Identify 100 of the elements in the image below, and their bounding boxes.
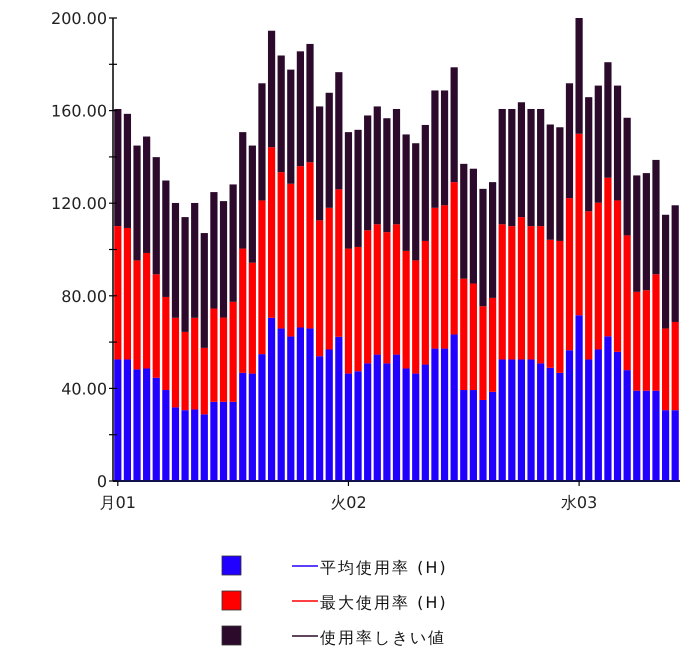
bar	[258, 354, 266, 481]
bar	[326, 350, 333, 481]
bar	[133, 369, 141, 481]
bar	[556, 127, 564, 241]
bar	[383, 118, 390, 232]
bar	[200, 233, 208, 348]
bar	[268, 30, 276, 148]
bar	[152, 378, 160, 481]
y-tick-label: 40.00	[61, 379, 107, 398]
bar	[440, 90, 448, 206]
bar	[652, 160, 660, 274]
y-tick-label: 200.00	[51, 9, 107, 28]
bar	[316, 356, 324, 481]
x-tick-label: 月01	[100, 493, 136, 512]
bar	[624, 370, 631, 481]
bar	[268, 318, 276, 481]
bar	[488, 182, 496, 298]
bar	[479, 400, 487, 481]
bar	[191, 409, 198, 481]
bar	[344, 132, 352, 249]
bar	[296, 166, 304, 328]
bar	[470, 168, 477, 284]
bar	[498, 224, 506, 360]
legend-label: 最大使用率 (H)	[320, 593, 448, 612]
bar	[585, 211, 592, 360]
bar	[181, 410, 189, 481]
bar	[614, 200, 622, 352]
bar	[633, 292, 640, 391]
bar	[220, 201, 228, 318]
bar	[450, 334, 458, 481]
bar	[431, 90, 439, 208]
bar	[335, 72, 342, 190]
bar	[604, 336, 612, 481]
bar	[479, 306, 487, 400]
legend-label: 平均使用率 (H)	[320, 558, 448, 577]
bar	[642, 173, 650, 290]
bar	[220, 318, 228, 402]
bar	[402, 250, 410, 368]
bar	[287, 70, 294, 184]
bar	[537, 226, 544, 364]
bar	[287, 336, 294, 481]
bar	[239, 248, 246, 373]
bar	[114, 226, 122, 360]
bar	[335, 336, 342, 481]
bar	[422, 364, 429, 481]
bar	[546, 368, 554, 481]
bar	[537, 108, 544, 226]
bar	[248, 262, 256, 374]
bar	[162, 180, 170, 297]
bar	[642, 290, 650, 391]
bar	[479, 188, 487, 306]
bar	[546, 124, 554, 240]
bar	[575, 315, 583, 481]
bar	[124, 114, 132, 228]
bar	[364, 115, 372, 230]
bar	[354, 371, 362, 481]
bar	[460, 390, 468, 481]
bar	[200, 414, 208, 481]
bar	[392, 108, 400, 224]
bar	[248, 146, 256, 263]
bar	[642, 390, 650, 481]
bar	[287, 184, 294, 337]
bar	[133, 146, 141, 260]
bar	[402, 368, 410, 481]
bar	[556, 372, 564, 481]
bar	[652, 390, 660, 481]
bar	[220, 402, 228, 481]
bar	[230, 184, 237, 302]
bar	[364, 363, 372, 481]
bar	[498, 359, 506, 481]
bar	[152, 157, 160, 274]
bar	[518, 359, 526, 481]
y-tick-label: 80.00	[61, 286, 107, 306]
bar	[278, 328, 285, 481]
bar	[181, 332, 189, 410]
bar	[460, 278, 468, 390]
bar	[296, 51, 304, 166]
bar	[316, 220, 324, 356]
bar	[672, 205, 679, 322]
bar	[537, 363, 544, 481]
bar	[230, 402, 237, 481]
y-tick-label: 0	[96, 472, 107, 491]
bar	[422, 240, 429, 365]
x-tick-label: 水03	[560, 493, 598, 512]
legend-label: 使用率しきい値	[320, 628, 446, 647]
bar	[498, 108, 506, 224]
bar	[450, 182, 458, 334]
bar	[470, 284, 477, 390]
bar	[431, 348, 439, 481]
bar	[191, 202, 198, 318]
bar	[210, 308, 218, 402]
bar	[488, 392, 496, 481]
bar	[460, 164, 468, 279]
bar	[143, 368, 150, 481]
bar	[546, 240, 554, 368]
bar	[230, 302, 237, 402]
bar	[239, 132, 246, 249]
bar	[191, 318, 198, 410]
bar	[133, 260, 141, 370]
bar	[412, 374, 420, 481]
